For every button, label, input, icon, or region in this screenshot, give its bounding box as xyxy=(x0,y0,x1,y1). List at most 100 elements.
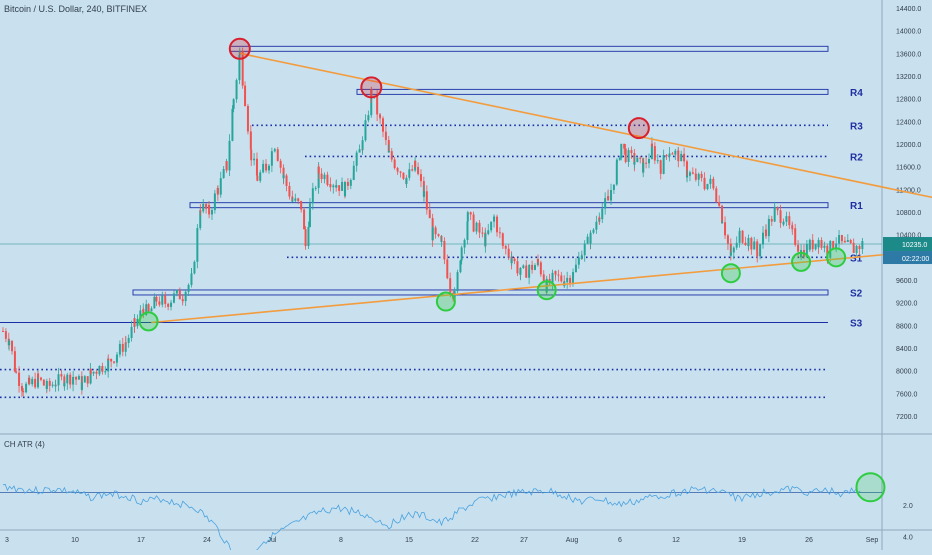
candle xyxy=(31,376,34,387)
candle xyxy=(852,238,855,253)
candle xyxy=(703,179,706,191)
price-tick-label: 9600.0 xyxy=(896,278,918,285)
candle xyxy=(624,144,627,164)
candle xyxy=(379,113,382,124)
price-tick-label: 11600.0 xyxy=(896,165,921,172)
candle xyxy=(304,226,307,250)
candle xyxy=(791,223,794,235)
candle xyxy=(370,87,373,103)
price-tick-label: 7600.0 xyxy=(896,391,918,398)
support-touch-marker xyxy=(720,263,741,284)
candle xyxy=(595,215,598,234)
price-tick-label: 8000.0 xyxy=(896,369,918,376)
candle xyxy=(8,338,11,351)
trendlines xyxy=(151,52,932,324)
candle xyxy=(510,253,513,266)
candle xyxy=(329,177,332,192)
candle xyxy=(569,275,572,288)
candle xyxy=(469,211,472,221)
candle xyxy=(726,234,729,251)
support-touch-marker xyxy=(791,251,812,272)
candle xyxy=(668,147,671,157)
candle xyxy=(858,244,861,256)
candle xyxy=(764,224,767,239)
candle xyxy=(817,237,820,249)
candle xyxy=(536,254,539,267)
candle xyxy=(683,147,686,167)
candle xyxy=(636,157,639,163)
candle xyxy=(706,183,709,191)
price-tick-label: 8400.0 xyxy=(896,346,918,353)
atr-axis: 6.04.02.0 xyxy=(903,503,913,542)
candle xyxy=(323,172,326,184)
time-tick-label: 8 xyxy=(339,537,343,544)
candle xyxy=(639,156,642,164)
candle xyxy=(95,369,98,380)
candle xyxy=(60,369,63,381)
candle xyxy=(267,163,270,174)
candle xyxy=(493,214,496,218)
candle xyxy=(729,245,732,258)
candle xyxy=(338,185,341,197)
candle xyxy=(560,271,563,283)
price-tick-label: 13200.0 xyxy=(896,74,921,81)
candle xyxy=(574,258,577,273)
candle xyxy=(66,372,69,390)
candle xyxy=(238,47,241,56)
candle xyxy=(662,149,665,175)
candle xyxy=(645,156,648,169)
candle xyxy=(130,320,133,342)
candle xyxy=(344,181,347,197)
candle xyxy=(598,215,601,225)
candle xyxy=(674,148,677,161)
candle xyxy=(104,366,107,375)
candle xyxy=(352,160,355,178)
candle xyxy=(222,166,225,179)
price-tick-label: 12400.0 xyxy=(896,119,921,126)
level-band xyxy=(189,202,829,209)
support-touch-marker xyxy=(138,311,159,332)
candle xyxy=(846,234,849,243)
candle xyxy=(382,116,385,138)
candle xyxy=(184,290,187,307)
candle xyxy=(45,378,48,392)
candle xyxy=(773,205,776,213)
candle xyxy=(208,201,211,219)
candle xyxy=(697,172,700,187)
indicator-title: CH ATR (4) xyxy=(4,440,45,449)
candle xyxy=(586,233,589,244)
candle xyxy=(118,340,121,358)
candle xyxy=(297,197,300,205)
candle xyxy=(539,260,542,277)
candle xyxy=(463,238,466,254)
candle xyxy=(164,291,167,308)
candle xyxy=(63,380,66,391)
time-tick-label: Jul xyxy=(268,537,277,544)
time-tick-label: 22 xyxy=(471,537,479,544)
candle xyxy=(835,237,838,253)
candle xyxy=(355,150,358,172)
price-tick-label: 8800.0 xyxy=(896,323,918,330)
candle xyxy=(700,171,703,182)
candle xyxy=(671,152,674,155)
countdown-label: 02:22:00 xyxy=(902,256,929,263)
candle xyxy=(75,376,78,385)
candle xyxy=(794,223,797,247)
candle xyxy=(402,172,405,181)
candle xyxy=(320,168,323,183)
candle xyxy=(150,306,153,312)
candle xyxy=(744,236,747,246)
candle xyxy=(161,291,164,308)
candle xyxy=(80,376,83,392)
candle xyxy=(116,351,119,361)
resistance-touch-marker xyxy=(627,117,650,140)
trendline xyxy=(239,52,932,199)
candle xyxy=(650,138,653,148)
candle xyxy=(542,270,545,283)
candle xyxy=(653,142,656,165)
candle xyxy=(196,224,199,269)
candle xyxy=(425,185,428,215)
candle xyxy=(554,270,557,281)
candle xyxy=(612,184,615,194)
